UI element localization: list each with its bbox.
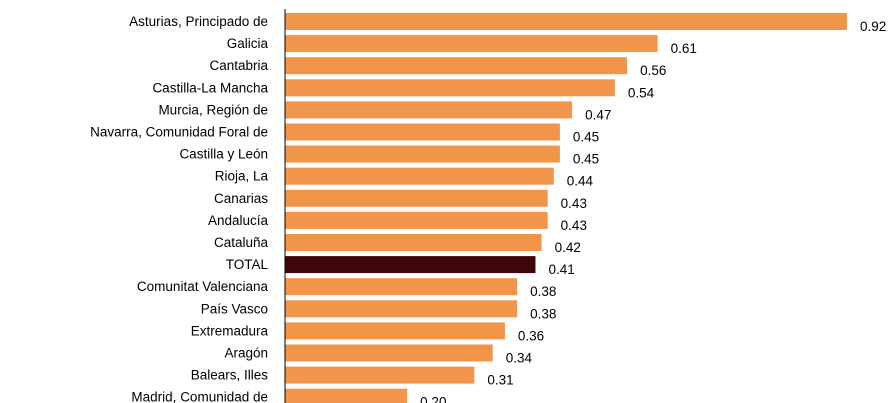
category-label-canarias: Canarias: [214, 191, 268, 206]
value-label-extremadura: 0.36: [518, 328, 544, 343]
category-labels: Asturias, Principado de Galicia Cantabria C…: [90, 14, 268, 403]
category-label-galicia: Galicia: [227, 36, 269, 51]
category-label-total: TOTAL: [226, 257, 269, 272]
bar-andalucia: [285, 211, 548, 229]
bar-rioja-la: [285, 167, 554, 185]
value-label-pais-vasco: 0.38: [530, 306, 556, 321]
category-label-madrid-comunidad-de: Madrid, Comunidad de: [131, 390, 268, 403]
category-label-comunitat-valenciana: Comunitat Valenciana: [137, 279, 269, 294]
value-label-madrid-comunidad-de: 0.20: [420, 395, 446, 403]
category-label-aragon: Aragón: [224, 346, 268, 361]
category-label-murcia-region-de: Murcia, Región de: [158, 102, 268, 117]
value-label-canarias: 0.43: [561, 196, 587, 211]
value-label-castilla-la-mancha: 0.54: [628, 85, 655, 100]
category-label-balears-illes: Balears, Illes: [191, 368, 269, 383]
bar-canarias: [285, 189, 548, 207]
value-label-castilla-y-leon: 0.45: [573, 152, 599, 167]
category-label-navarra-comunidad-foral-de: Navarra, Comunidad Foral de: [90, 125, 268, 140]
value-label-aragon: 0.34: [506, 351, 533, 366]
bars: [285, 13, 847, 403]
value-label-cataluna: 0.42: [555, 240, 581, 255]
bar-extremadura: [285, 322, 505, 340]
value-label-total: 0.41: [548, 262, 574, 277]
bar-galicia: [285, 35, 658, 53]
value-labels: 0.92 0.61 0.56 0.54 0.47 0.45 0.45 0.44 0.43 0.43…: [420, 19, 886, 403]
bar-pais-vasco: [285, 300, 518, 318]
bar-cataluna: [285, 234, 542, 251]
bar-comunitat-valenciana: [285, 278, 518, 296]
bar-navarra-comunidad-foral-de: [285, 123, 560, 141]
bar-cantabria: [285, 57, 628, 75]
category-label-pais-vasco: País Vasco: [201, 301, 268, 316]
bar-madrid-comunidad-de: [285, 388, 408, 403]
category-label-asturias-principado-de: Asturias, Principado de: [129, 14, 268, 29]
category-label-castilla-la-mancha: Castilla-La Mancha: [152, 80, 268, 95]
bar-total: [285, 256, 536, 274]
category-label-cantabria: Cantabria: [209, 58, 268, 73]
bar-aragon: [285, 344, 493, 362]
category-label-andalucia: Andalucía: [208, 213, 269, 228]
category-label-castilla-y-leon: Castilla y León: [179, 147, 268, 162]
bar-asturias-principado-de: [285, 13, 847, 30]
value-label-andalucia: 0.43: [561, 218, 587, 233]
category-label-extremadura: Extremadura: [191, 323, 269, 338]
bar-castilla-la-mancha: [285, 79, 615, 97]
value-label-rioja-la: 0.44: [567, 174, 594, 189]
bar-castilla-y-leon: [285, 145, 560, 163]
bar-murcia-region-de: [285, 101, 573, 119]
category-label-rioja-la: Rioja, La: [215, 169, 269, 184]
category-label-cataluna: Cataluña: [214, 235, 269, 250]
value-label-navarra-comunidad-foral-de: 0.45: [573, 130, 599, 145]
value-label-cantabria: 0.56: [640, 63, 666, 78]
value-label-asturias-principado-de: 0.92: [860, 19, 886, 34]
value-label-galicia: 0.61: [671, 41, 697, 56]
value-label-comunitat-valenciana: 0.38: [530, 284, 556, 299]
bar-balears-illes: [285, 366, 475, 384]
value-label-balears-illes: 0.31: [487, 373, 513, 388]
value-label-murcia-region-de: 0.47: [585, 107, 611, 122]
